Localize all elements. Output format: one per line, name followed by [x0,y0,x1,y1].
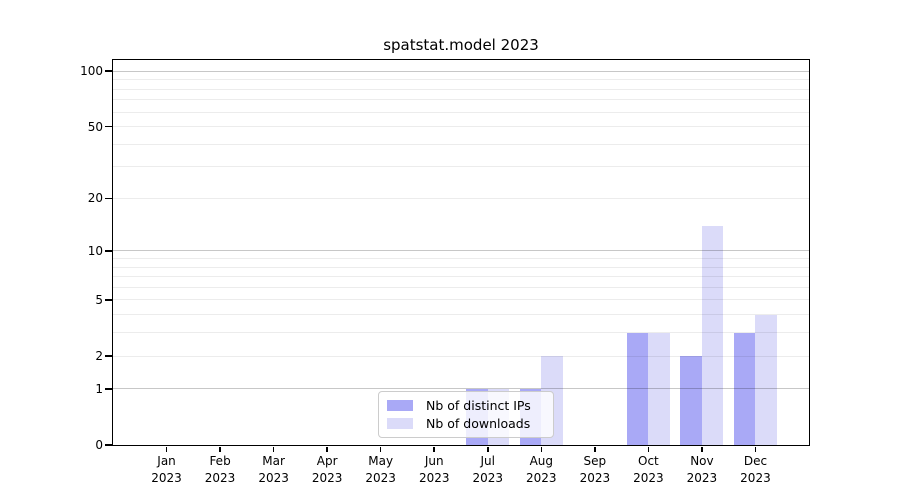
y-tick-mark-5 [105,299,112,301]
gridline-major-1 [113,388,809,390]
gridline-minor-5 [113,299,809,301]
x-tick-mark-sep [594,446,596,452]
gridline-minor-40 [113,143,809,145]
y-tick-label-1: 1 [95,381,103,396]
legend: Nb of distinct IPs Nb of downloads [378,391,554,438]
y-tick-label-50: 50 [87,119,103,134]
x-tick-label-feb: Feb 2023 [204,454,236,485]
legend-label-distinct-ips: Nb of distinct IPs [426,398,531,413]
y-tick-label-100: 100 [80,64,103,79]
bar-downloads-nov [701,225,724,445]
y-tick-mark-10 [105,250,112,252]
x-tick-mark-dec [754,446,757,452]
x-tick-mark-oct [647,446,650,452]
x-tick-label-mar: Mar 2023 [258,454,289,485]
x-tick-mark-apr [326,446,328,452]
x-tick-label-jun: Jun 2023 [418,454,450,485]
x-tick-label-jul: Jul 2023 [472,454,504,485]
gridline-minor-60 [113,111,809,113]
gridline-minor-4 [113,314,809,316]
x-tick-mark-jan [165,446,168,452]
gridline-major-100 [113,70,809,72]
bar-distinct-ips-dec [733,332,756,445]
x-tick-mark-feb [219,446,221,452]
legend-item-distinct-ips: Nb of distinct IPs [387,398,545,413]
gridline-minor-70 [113,99,809,101]
x-tick-label-apr: Apr 2023 [311,454,343,485]
y-tick-mark-100 [105,70,112,72]
legend-item-downloads: Nb of downloads [387,416,545,431]
gridline-minor-3 [113,332,809,334]
y-tick-mark-20 [105,197,112,200]
gridline-minor-8 [113,266,809,268]
bar-distinct-ips-nov [680,356,702,445]
gridline-minor-6 [113,286,809,288]
gridline-minor-90 [113,79,809,81]
x-tick-label-jan: Jan 2023 [151,454,182,485]
x-tick-label-dec: Dec 2023 [740,454,771,485]
bar-downloads-dec [755,314,777,445]
x-tick-label-aug: Aug 2023 [526,454,557,485]
y-tick-label-2: 2 [95,349,103,364]
chart-title: spatstat.model 2023 [383,36,539,54]
gridline-minor-9 [113,258,809,259]
x-tick-mark-nov [701,446,703,452]
x-tick-label-sep: Sep 2023 [579,454,611,485]
x-tick-mark-aug [540,446,543,452]
legend-swatch-downloads [387,418,413,429]
bar-downloads-oct [648,332,670,445]
bar-distinct-ips-oct [626,332,649,445]
y-tick-label-20: 20 [87,191,103,206]
x-tick-label-oct: Oct 2023 [633,454,664,485]
y-tick-label-5: 5 [95,292,103,307]
x-tick-label-may: May 2023 [365,454,396,485]
gridline-minor-20 [113,197,809,199]
x-tick-mark-mar [272,446,275,452]
y-tick-mark-2 [105,355,112,357]
y-tick-mark-50 [105,125,112,128]
gridline-minor-30 [113,166,809,168]
legend-swatch-distinct-ips [387,400,413,411]
y-tick-label-0: 0 [95,438,103,452]
legend-label-downloads: Nb of downloads [426,416,531,431]
y-tick-label-10: 10 [87,243,103,258]
gridline-minor-7 [113,276,809,278]
x-tick-mark-may [379,446,382,452]
y-tick-mark-1 [105,388,112,390]
gridline-minor-2 [113,355,809,357]
gridline-minor-80 [113,88,809,90]
y-tick-mark-0 [105,444,112,446]
gridline-minor-50 [113,126,809,128]
x-tick-mark-jul [487,446,489,452]
gridline-major-10 [113,250,809,252]
x-tick-label-nov: Nov 2023 [686,454,718,485]
x-tick-mark-jun [433,446,435,452]
